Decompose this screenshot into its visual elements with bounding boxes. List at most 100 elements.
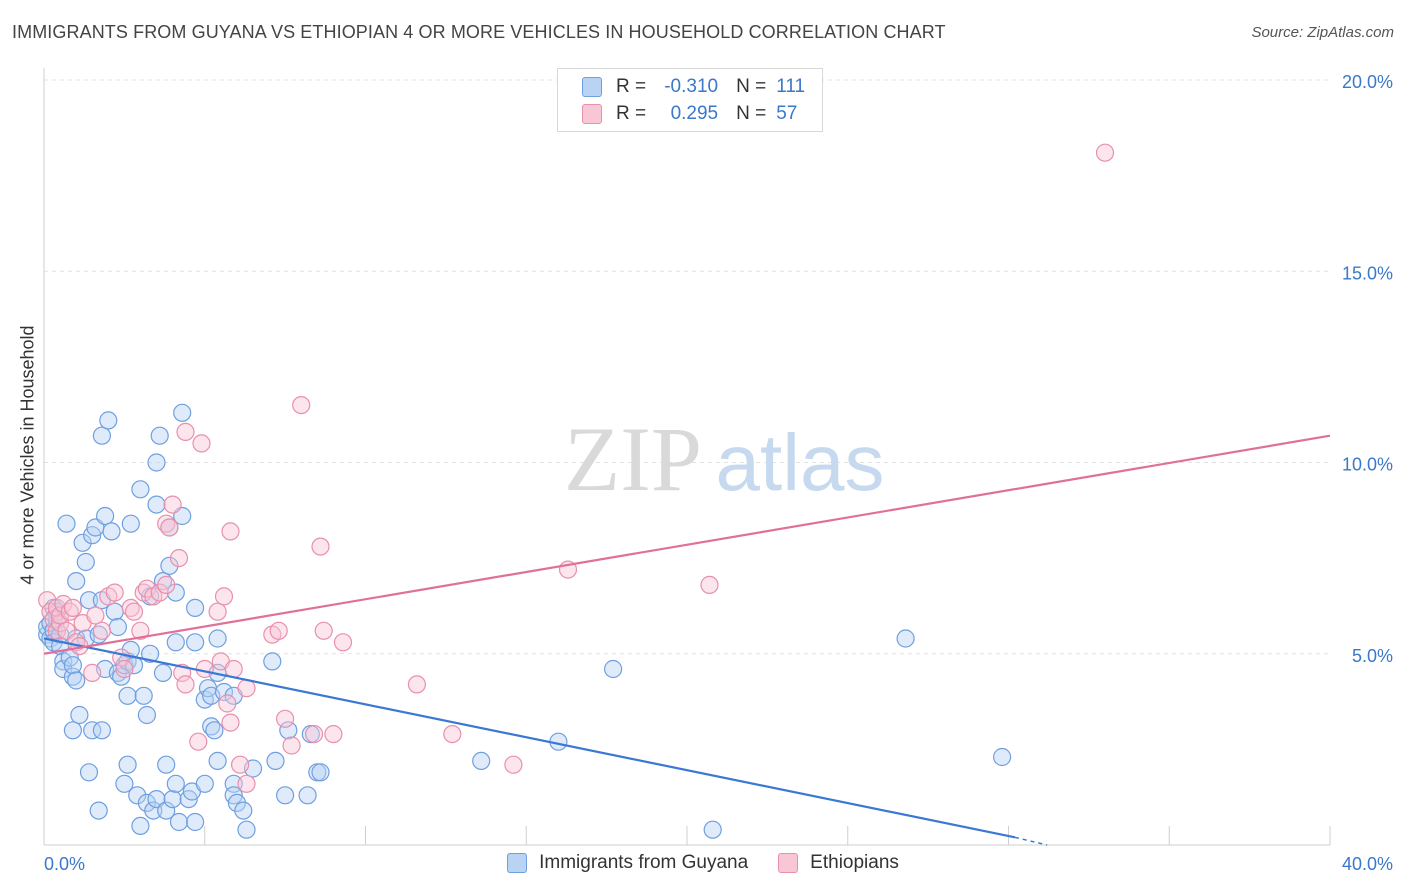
- ethiopians-swatch: [778, 853, 799, 873]
- ethiopians-point: [221, 522, 240, 541]
- ethiopians-point: [176, 675, 195, 694]
- guyana-point: [157, 801, 176, 820]
- guyana-point: [208, 751, 227, 771]
- watermark: ZIP atlas: [564, 408, 884, 510]
- stats-row-guyana: R = -0.310 N = 111: [582, 74, 805, 100]
- ethiopians-point: [443, 724, 462, 744]
- guyana-point: [163, 789, 182, 809]
- legend-label-guyana: Immigrants from Guyana: [539, 852, 749, 873]
- guyana-point: [131, 480, 150, 499]
- guyana-point: [166, 774, 185, 793]
- guyana-point: [141, 644, 160, 663]
- guyana-point: [92, 426, 112, 445]
- guyana-point: [102, 522, 121, 541]
- guyana-point: [214, 682, 234, 702]
- ethiopians-point: [276, 709, 295, 728]
- watermark-zip: ZIP: [564, 408, 702, 510]
- x-tick-label: 0.0%: [44, 854, 85, 874]
- guyana-point: [157, 755, 176, 774]
- trend-line-guyana: [43, 637, 1016, 839]
- guyana-point: [108, 617, 128, 637]
- ethiopians-point: [169, 548, 189, 568]
- ethiopians-point: [208, 602, 227, 621]
- grid: [44, 79, 1330, 655]
- guyana-point: [153, 663, 173, 683]
- guyana-point: [95, 506, 115, 526]
- stats-legend: R = -0.310 N = 111 R = 0.295 N = 57: [557, 68, 823, 132]
- guyana-point: [76, 552, 95, 572]
- y-tick-label: 20.0%: [1342, 72, 1393, 92]
- ethiopians-point: [131, 621, 150, 640]
- ethiopians-point: [214, 587, 234, 606]
- guyana-point: [121, 514, 140, 533]
- guyana-point: [150, 426, 169, 445]
- ethiopians-point: [237, 774, 256, 793]
- guyana-point: [73, 533, 92, 552]
- trend-line-ethiopians: [43, 434, 1331, 655]
- ethiopians-point: [292, 396, 311, 415]
- y-tick-label: 15.0%: [1342, 263, 1393, 283]
- ethiopians-point: [407, 675, 426, 694]
- y-tick-label: 10.0%: [1342, 455, 1393, 475]
- tick-labels: 5.0% 10.0% 15.0% 20.0% 0.0% 40.0%: [44, 72, 1393, 874]
- guyana-point: [276, 786, 295, 805]
- ethiopians-point: [231, 755, 250, 774]
- guyana-point: [57, 514, 76, 533]
- guyana-point: [208, 629, 227, 648]
- guyana-point: [131, 816, 150, 836]
- ethiopians-point: [224, 659, 243, 679]
- series-legend: Immigrants from Guyana Ethiopians: [0, 852, 1406, 874]
- guyana-point: [92, 721, 112, 740]
- ethiopians-point: [124, 602, 144, 621]
- trend-line-guyana-extension: [1014, 836, 1048, 846]
- guyana-point: [137, 705, 156, 725]
- guyana-point: [105, 602, 124, 621]
- ethiopians-point: [221, 713, 240, 732]
- guyana-point: [186, 812, 205, 832]
- guyana-point: [54, 659, 73, 679]
- guyana-point: [79, 763, 99, 782]
- guyana-swatch: [582, 77, 602, 97]
- guyana-point: [121, 640, 140, 660]
- guyana-point: [67, 571, 86, 591]
- ethiopians-point: [189, 732, 208, 751]
- guyana-point: [115, 774, 134, 793]
- source-label: Source: ZipAtlas.com: [1251, 24, 1394, 41]
- series-ethiopians-points: [38, 143, 1115, 793]
- chart-title: IMMIGRANTS FROM GUYANA VS ETHIOPIAN 4 OR…: [12, 22, 946, 42]
- guyana-point: [63, 721, 83, 740]
- n-value: 111: [776, 76, 806, 97]
- ethiopians-point: [700, 575, 719, 595]
- ethiopians-point: [160, 518, 179, 537]
- y-axis-label: 4 or more Vehicles in Household: [17, 325, 38, 585]
- r-value: -0.310: [664, 76, 719, 97]
- trend-lines: [43, 434, 1331, 846]
- ethiopians-point: [218, 694, 237, 713]
- ethiopians-point: [333, 633, 353, 652]
- guyana-point: [147, 453, 166, 472]
- guyana-point: [79, 591, 99, 610]
- guyana-point: [298, 786, 317, 805]
- guyana-point: [89, 801, 108, 820]
- guyana-point: [703, 820, 722, 839]
- ethiopians-point: [269, 621, 288, 640]
- r-label: R =: [616, 76, 647, 97]
- guyana-point: [134, 686, 153, 705]
- ethiopians-swatch: [582, 104, 602, 124]
- legend-item-guyana[interactable]: Immigrants from Guyana: [507, 852, 748, 874]
- r-label: R =: [616, 103, 647, 124]
- guyana-point: [166, 633, 185, 652]
- stats-row-ethiopians: R = 0.295 N = 57: [582, 101, 797, 127]
- guyana-point: [63, 656, 83, 675]
- guyana-point: [472, 751, 491, 771]
- ethiopians-point: [163, 495, 182, 514]
- guyana-point: [186, 598, 205, 618]
- guyana-point: [237, 820, 256, 839]
- legend-item-ethiopians[interactable]: Ethiopians: [778, 852, 899, 874]
- ethiopians-point: [282, 736, 301, 755]
- ethiopians-point: [504, 755, 523, 774]
- legend-label-ethiopians: Ethiopians: [810, 852, 899, 873]
- guyana-point: [70, 705, 89, 725]
- ethiopians-point: [305, 724, 324, 744]
